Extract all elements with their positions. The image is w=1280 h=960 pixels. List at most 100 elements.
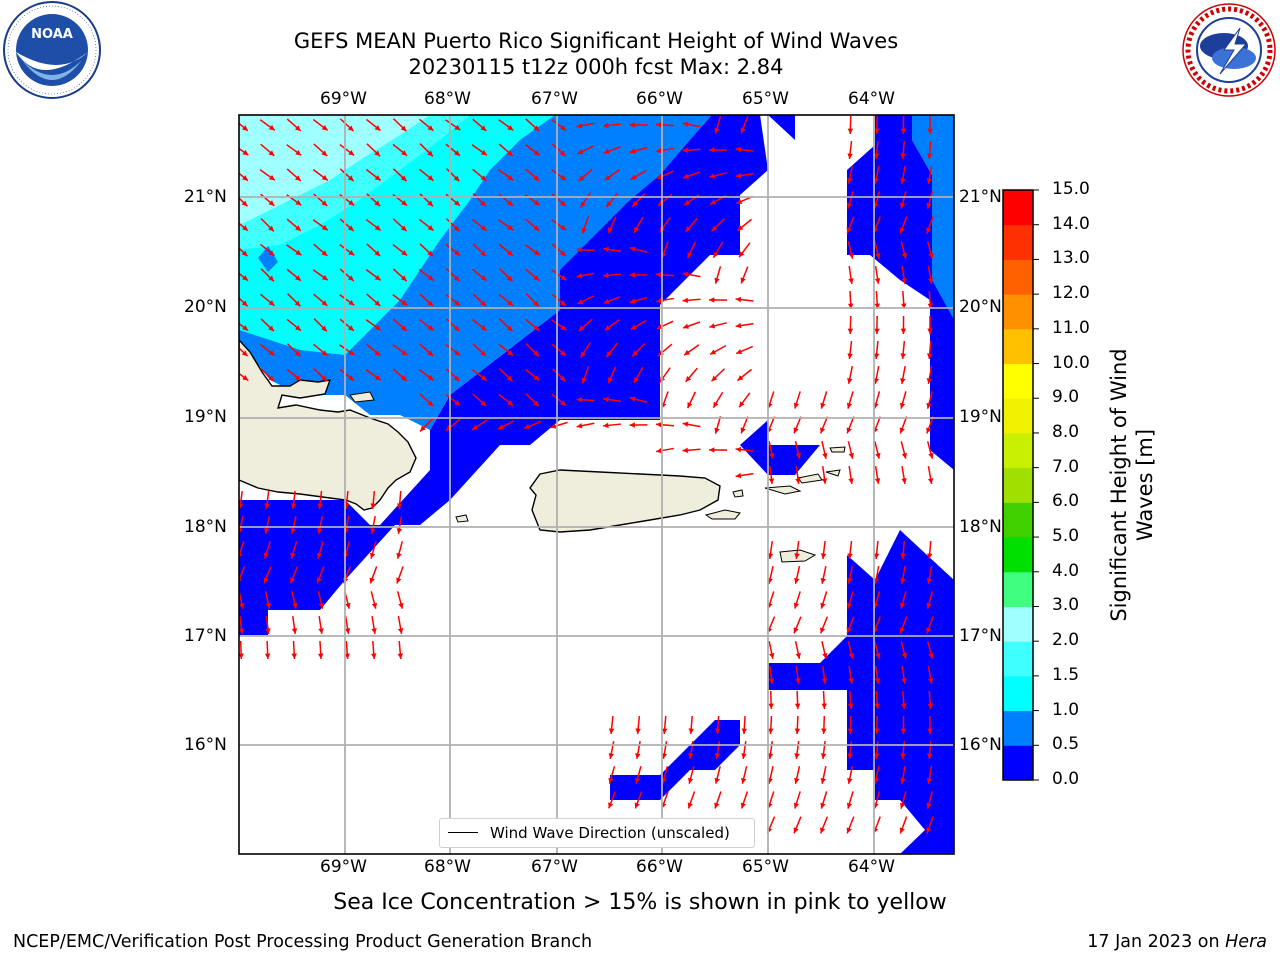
wave-direction-arrow [312,169,329,181]
wave-direction-arrow [498,143,514,157]
wave-direction-arrow [793,416,802,434]
wave-direction-arrow [874,241,881,259]
wave-direction-arrow [291,615,298,635]
wave-direction-arrow [445,368,461,382]
wave-direction-arrow [397,616,404,634]
wave-direction-arrow [525,268,540,282]
wave-direction-arrow [873,540,880,560]
wave-direction-arrow [525,368,540,382]
wave-direction-arrow [445,243,461,257]
wave-direction-arrow [712,241,724,259]
wave-direction-arrow [874,690,880,710]
colorbar-segment [1003,259,1033,295]
wave-direction-arrow [847,740,853,760]
wave-direction-arrow [552,368,566,382]
lat-label-right-16: 16°N [959,735,1002,755]
land-vieques [704,509,741,520]
wave-direction-arrow [576,247,595,253]
wave-direction-arrow [498,343,514,357]
wave-direction-arrow [735,322,754,329]
wave-direction-arrow [847,366,854,384]
wave-direction-arrow [900,715,907,735]
wave-direction-arrow [260,243,275,257]
footer-date: 17 Jan 2023 on [1087,932,1226,952]
colorbar-tick-label: 9.0 [1052,387,1080,408]
wave-direction-arrow [419,118,434,132]
wave-direction-arrow [656,297,674,304]
wave-direction-arrow [313,343,328,357]
wave-direction-arrow [313,318,328,332]
wave-direction-arrow [576,122,595,129]
wave-direction-arrow [525,168,540,182]
wave-direction-arrow [392,318,408,332]
wave-direction-arrow [741,715,747,735]
wave-direction-arrow [525,118,540,132]
colorbar-segment [1003,502,1033,538]
wave-direction-arrow [846,391,854,409]
wave-direction-arrow [313,293,328,307]
wave-direction-arrow [635,715,641,735]
wave-direction-arrow [317,591,325,609]
wave-direction-arrow [396,490,403,510]
wave-direction-arrow [899,616,908,634]
wave-direction-arrow [794,715,801,735]
wave-direction-arrow [768,441,775,459]
wave-direction-arrow [821,665,828,685]
colorbar-segment [1003,294,1033,330]
wave-direction-arrow [525,393,540,407]
wave-direction-arrow [339,218,355,232]
wave-direction-arrow [848,690,854,710]
wave-direction-arrow [821,641,828,659]
wave-direction-arrow [926,740,933,760]
wave-direction-arrow [820,740,827,760]
wave-direction-arrow [445,394,461,406]
wave-direction-arrow [366,143,381,157]
wave-direction-arrow [418,218,435,232]
wave-direction-arrow [339,318,355,332]
wave-direction-arrow [874,465,881,485]
wave-direction-arrow [472,218,487,232]
wave-direction-arrow [498,219,514,231]
wave-direction-arrow [608,715,615,735]
noaa-logo: NOAA [0,0,104,104]
lat-label-right-20: 20°N [959,297,1002,317]
wave-direction-arrow [551,169,567,181]
wave-direction-arrow [366,293,381,307]
wave-direction-arrow [900,366,906,384]
wave-direction-arrow [708,297,728,303]
colorbar-segment [1003,467,1033,503]
wave-direction-arrow [316,566,325,584]
wave-direction-arrow [847,766,854,784]
wave-direction-arrow [926,340,933,360]
lon-label-bottom-67: 67°W [531,857,578,877]
wave-direction-arrow [848,465,854,485]
colorbar-segment [1003,641,1033,677]
colorbar-label: Significant Height of Wind Waves [m] [1107,348,1157,622]
wave-direction-arrow [365,369,382,381]
wave-direction-arrow [369,541,377,559]
wave-direction-arrow [392,294,408,306]
wave-direction-arrow [472,393,487,407]
wave-direction-arrow [339,368,355,382]
wave-direction-arrow [239,196,248,207]
wave-direction-arrow [793,591,801,609]
wave-direction-arrow [239,347,249,357]
wave-direction-arrow [392,168,408,182]
wave-direction-arrow [682,121,701,128]
wave-direction-arrow [794,540,800,560]
colorbar-tick-label: 4.0 [1052,560,1080,581]
lon-label-top-67: 67°W [531,89,578,109]
footer-host: Hera [1225,932,1267,952]
land-culebra [732,489,744,498]
wave-direction-arrow [445,268,461,282]
wave-direction-arrow [581,216,590,234]
wave-direction-arrow [847,115,854,135]
wave-direction-arrow [899,591,907,609]
wave-direction-arrow [317,516,324,534]
wave-direction-arrow [419,393,434,407]
wave-direction-arrow [846,791,854,809]
wave-direction-arrow [736,218,753,232]
wave-direction-arrow [629,272,648,278]
map-title: GEFS MEAN Puerto Rico Significant Height… [0,28,1192,80]
wave-direction-arrow [445,143,461,157]
